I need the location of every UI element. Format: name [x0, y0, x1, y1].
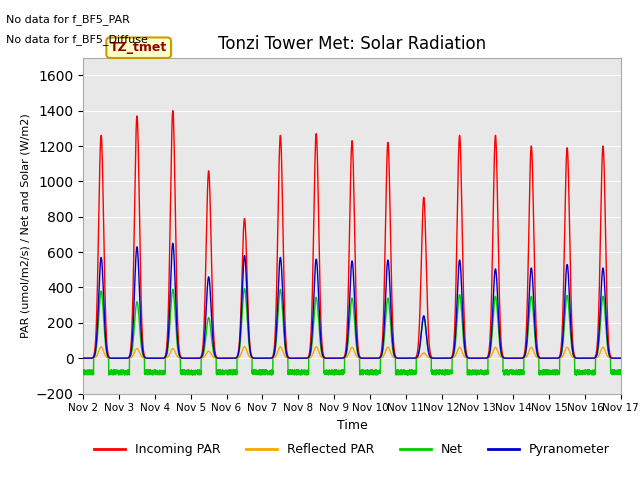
- Y-axis label: PAR (umol/m2/s) / Net and Solar (W/m2): PAR (umol/m2/s) / Net and Solar (W/m2): [20, 113, 30, 338]
- Text: No data for f_BF5_Diffuse: No data for f_BF5_Diffuse: [6, 34, 148, 45]
- Title: Tonzi Tower Met: Solar Radiation: Tonzi Tower Met: Solar Radiation: [218, 35, 486, 53]
- Text: TZ_tmet: TZ_tmet: [110, 41, 167, 54]
- Legend: Incoming PAR, Reflected PAR, Net, Pyranometer: Incoming PAR, Reflected PAR, Net, Pyrano…: [89, 438, 615, 461]
- Text: No data for f_BF5_PAR: No data for f_BF5_PAR: [6, 14, 131, 25]
- X-axis label: Time: Time: [337, 419, 367, 432]
